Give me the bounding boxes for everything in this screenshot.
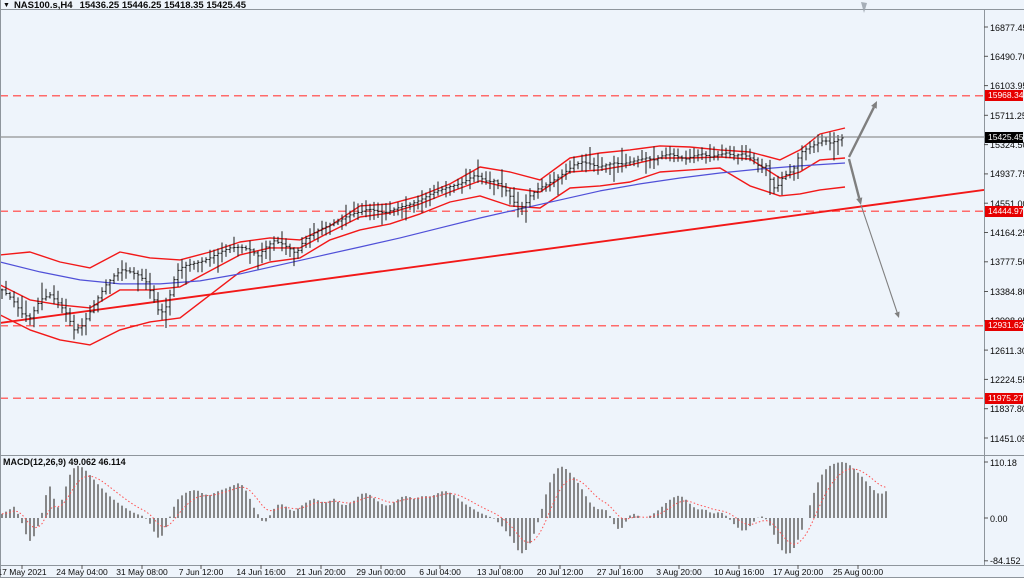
projection-arrow-up[interactable]: [847, 101, 877, 158]
price-axis-label: 11451.05: [990, 433, 1024, 444]
candlesticks: [0, 132, 844, 340]
price-axis-label: 14551.00: [990, 198, 1024, 209]
price-scale[interactable]: 16877.45 16490.70 16103.95 15711.25 15324.50…: [984, 9, 1024, 567]
chart-title: ▼ NAS100.s,H4 15436.25 15446.25 15418.35 1…: [3, 0, 246, 11]
indicator-label: MACD(12,26,9) 49.062 46.114: [3, 457, 126, 467]
time-axis-label: 21 Jun 20:00: [296, 567, 346, 577]
time-axis-label: 25 Aug 00:00: [832, 567, 884, 577]
macd-axis-label: 110.18: [990, 457, 1017, 468]
time-axis-label: 13 Jul 08:00: [476, 567, 524, 577]
price-axis-label: 12611.30: [990, 345, 1024, 356]
price-axis-label: 14164.25: [990, 228, 1024, 238]
chart-title-symbol: NAS100.s,H4: [13, 0, 73, 11]
macd-histogram: [1, 462, 887, 554]
time-scale[interactable]: 17 May 2021 24 May 04:00 31 May 08:00 7 Jun…: [0, 565, 984, 578]
macd-signal-line: [1, 468, 887, 545]
symbol-collapse-icon[interactable]: ▼: [3, 2, 10, 9]
mouse-cursor: [861, 2, 867, 13]
time-axis-label: 17 Aug 20:00: [772, 567, 824, 577]
time-axis-label: 10 Aug 16:00: [713, 567, 765, 577]
band-upper-line: [0, 127, 846, 269]
chart-title-quote: 15436.25 15446.25 15418.35 15425.45: [79, 0, 246, 11]
price-level-tag: 11975.27: [985, 392, 1023, 404]
band-lower-line: [0, 167, 846, 346]
plot-area[interactable]: [0, 95, 984, 554]
time-axis-label: 6 Jul 04:00: [419, 567, 461, 577]
price-level-tag: 15968.34: [985, 90, 1023, 102]
price-axis-label: 13384.80: [990, 287, 1024, 297]
price-axis-label: 16877.45: [990, 22, 1024, 33]
band-middle-line: [0, 156, 846, 309]
projection-arrow-down[interactable]: [847, 158, 863, 205]
trendline[interactable]: [0, 188, 984, 324]
price-axis-label: 15324.50: [990, 140, 1024, 151]
price-level-tag: 14444.97: [985, 205, 1023, 217]
time-axis-label: 17 May 2021: [0, 567, 47, 577]
macd-axis-label: 0.00: [990, 513, 1008, 524]
time-axis-label: 7 Jun 12:00: [178, 567, 224, 577]
price-axis-label: 12224.55: [990, 374, 1024, 385]
time-axis-label: 31 May 08:00: [116, 567, 168, 577]
price-axis-label: 14937.75: [990, 169, 1024, 180]
time-axis-label: 29 Jun 00:00: [356, 567, 406, 577]
time-axis-label: 20 Jul 12:00: [536, 567, 584, 577]
current-price-tag: 15425.45: [985, 131, 1023, 143]
time-axis-label: 14 Jun 16:00: [236, 567, 286, 577]
price-axis-label: 16490.70: [990, 51, 1024, 62]
macd-axis-label: -84.152: [990, 556, 1021, 567]
time-axis-label: 24 May 04:00: [56, 567, 108, 577]
price-axis-label: 16103.95: [990, 81, 1024, 92]
price-axis-label: 13777.50: [990, 257, 1024, 268]
projection-arrow-down-extension[interactable]: [860, 204, 900, 318]
ma-blue-line: [0, 162, 846, 285]
price-level-tag: 12931.62: [985, 320, 1023, 332]
time-axis-label: 27 Jul 16:00: [596, 567, 644, 577]
price-axis-label: 11837.80: [990, 404, 1024, 415]
time-axis-label: 3 Aug 20:00: [656, 567, 702, 577]
price-axis-label: 15711.25: [990, 110, 1024, 121]
